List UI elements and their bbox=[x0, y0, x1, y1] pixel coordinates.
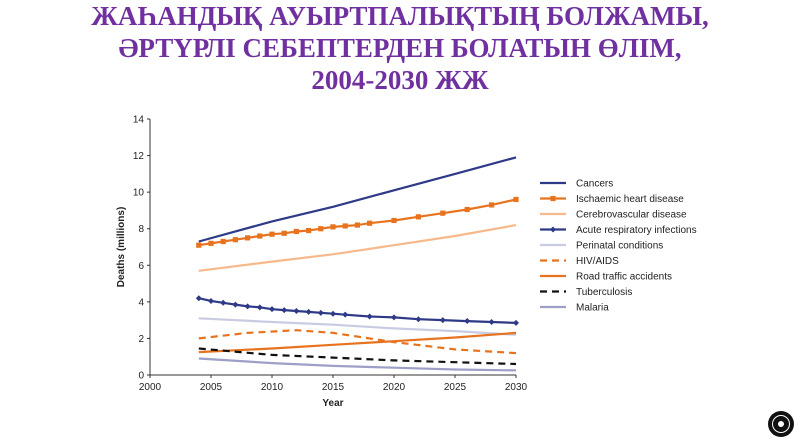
y-tick-label-4: 8 bbox=[138, 224, 144, 235]
y-tick-label-6: 12 bbox=[133, 151, 145, 162]
slide-title-line-3: 2004-2030 ЖЖ bbox=[311, 65, 489, 95]
series-3-marker-19 bbox=[513, 319, 519, 326]
legend-label-3: Acute respiratory infections bbox=[576, 225, 697, 236]
x-tick-label-6: 2030 bbox=[505, 382, 528, 393]
series-1-marker-14 bbox=[367, 220, 373, 226]
series-3-marker-3 bbox=[232, 301, 239, 308]
x-tick-label-5: 2025 bbox=[444, 382, 467, 393]
series-3-marker-7 bbox=[281, 307, 288, 314]
legend-label-5: HIV/AIDS bbox=[576, 256, 619, 267]
y-tick-label-5: 10 bbox=[133, 188, 145, 199]
x-tick-label-1: 2005 bbox=[200, 382, 223, 393]
series-line-3 bbox=[198, 297, 517, 324]
x-axis-label: Year bbox=[322, 398, 343, 409]
series-1-marker-3 bbox=[232, 237, 238, 243]
series-3-marker-11 bbox=[330, 310, 336, 317]
series-line-5 bbox=[198, 329, 517, 355]
legend-marker-3 bbox=[550, 226, 556, 233]
series-1-marker-10 bbox=[318, 226, 324, 232]
circle-nav-icon bbox=[772, 415, 790, 433]
legend-label-7: Tuberculosis bbox=[576, 287, 632, 298]
series-1-marker-9 bbox=[306, 227, 312, 234]
series-3-marker-18 bbox=[488, 318, 495, 325]
series-3-marker-14 bbox=[391, 314, 397, 321]
series-3-marker-5 bbox=[256, 304, 263, 311]
x-tick-label-2: 2010 bbox=[261, 382, 284, 393]
legend-label-0: Cancers bbox=[576, 179, 613, 190]
series-line-6 bbox=[198, 331, 517, 354]
legend-label-4: Perinatal conditions bbox=[576, 241, 663, 252]
series-3-marker-2 bbox=[220, 299, 227, 306]
series-1-marker-17 bbox=[440, 210, 446, 216]
series-1-marker-12 bbox=[342, 223, 348, 229]
series-1-marker-1 bbox=[208, 240, 214, 246]
legend-label-8: Malaria bbox=[576, 303, 609, 314]
series-1-marker-18 bbox=[464, 206, 470, 213]
series-1-marker-19 bbox=[489, 202, 495, 208]
series-3-marker-1 bbox=[208, 297, 214, 304]
x-tick-label-3: 2015 bbox=[322, 382, 345, 393]
y-tick-label-1: 2 bbox=[138, 334, 144, 345]
legend-label-1: Ischaemic heart disease bbox=[576, 194, 684, 205]
slide-title-line-1: ЖАҺАНДЫҚ АУЫРТПАЛЫҚТЫҢ БОЛЖАМЫ, bbox=[91, 1, 709, 31]
series-3-marker-4 bbox=[244, 303, 251, 310]
legend-label-2: Cerebrovascular disease bbox=[576, 210, 687, 221]
slide-nav-button[interactable] bbox=[768, 411, 794, 437]
series-3-marker-10 bbox=[317, 309, 324, 316]
x-tick-label-0: 2000 bbox=[139, 382, 162, 393]
series-3-marker-0 bbox=[195, 295, 202, 302]
series-1-marker-15 bbox=[391, 217, 397, 224]
series-1-marker-4 bbox=[245, 235, 251, 241]
y-tick-label-3: 6 bbox=[138, 261, 144, 272]
series-3-marker-15 bbox=[415, 316, 422, 323]
series-3-marker-16 bbox=[439, 317, 446, 324]
legend-marker-1 bbox=[550, 195, 556, 202]
series-1-marker-6 bbox=[269, 231, 275, 237]
series-1-marker-13 bbox=[354, 222, 360, 228]
x-tick-label-4: 2020 bbox=[383, 382, 406, 393]
series-1-marker-2 bbox=[220, 238, 226, 245]
series-3-marker-17 bbox=[464, 318, 471, 325]
series-line-7 bbox=[198, 347, 517, 366]
series-1-marker-11 bbox=[330, 224, 336, 230]
y-tick-label-0: 0 bbox=[138, 371, 144, 382]
series-1-marker-7 bbox=[281, 230, 287, 236]
series-1-marker-16 bbox=[415, 214, 421, 220]
y-tick-label-2: 4 bbox=[138, 297, 144, 308]
series-1-marker-5 bbox=[257, 233, 263, 239]
legend-label-6: Road traffic accidents bbox=[576, 272, 672, 283]
series-3-marker-9 bbox=[305, 308, 312, 315]
series-3-marker-12 bbox=[342, 311, 349, 318]
series-1-marker-20 bbox=[513, 196, 519, 203]
series-1-marker-8 bbox=[293, 228, 299, 235]
series-3-marker-13 bbox=[366, 313, 373, 320]
series-line-0 bbox=[198, 156, 517, 243]
y-axis-label: Deaths (millions) bbox=[116, 207, 127, 288]
series-1-marker-0 bbox=[196, 242, 202, 248]
series-line-8 bbox=[198, 357, 517, 372]
slide-title-line-2: ӘРТҮРЛІ СЕБЕПТЕРДЕН БОЛАТЫН ӨЛІМ, bbox=[118, 33, 682, 63]
series-3-marker-8 bbox=[293, 308, 300, 314]
slide-title: ЖАҺАНДЫҚ АУЫРТПАЛЫҚТЫҢ БОЛЖАМЫ, ӘРТҮРЛІ … bbox=[0, 0, 800, 96]
y-tick-label-7: 14 bbox=[133, 115, 145, 126]
series-line-2 bbox=[198, 224, 517, 272]
series-line-4 bbox=[198, 317, 517, 336]
series-3-marker-6 bbox=[269, 306, 275, 313]
